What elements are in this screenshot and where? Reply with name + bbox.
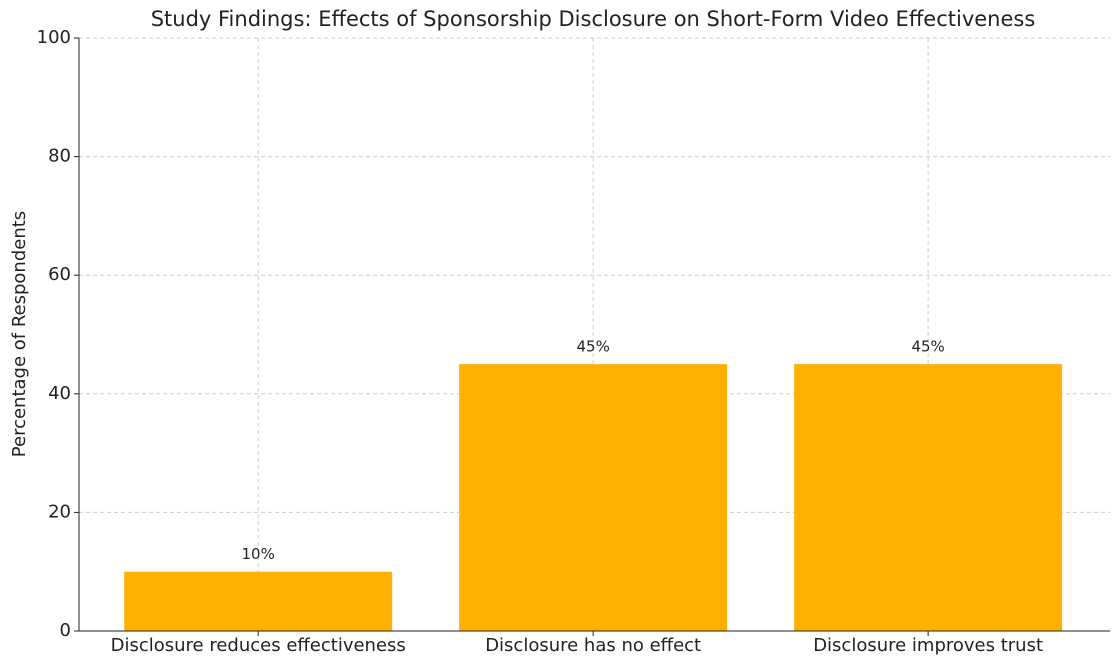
x-tick-label: Disclosure reduces effectiveness (111, 635, 406, 656)
chart-title: Study Findings: Effects of Sponsorship D… (151, 7, 1036, 31)
y-axis-label: Percentage of Respondents (9, 211, 30, 457)
x-tick-label: Disclosure has no effect (485, 635, 701, 656)
y-tick-label: 60 (48, 264, 71, 285)
value-label: 45% (576, 338, 609, 356)
value-label: 45% (911, 338, 944, 356)
value-label: 10% (242, 545, 275, 563)
y-tick-label: 80 (48, 146, 71, 167)
y-tick-label: 0 (60, 620, 71, 641)
bar (459, 364, 728, 631)
y-tick-label: 100 (37, 27, 71, 48)
bar (124, 571, 393, 631)
y-tick-label: 40 (48, 383, 71, 404)
x-tick-label: Disclosure improves trust (813, 635, 1043, 656)
y-tick-label: 20 (48, 501, 71, 522)
bar (794, 364, 1063, 631)
